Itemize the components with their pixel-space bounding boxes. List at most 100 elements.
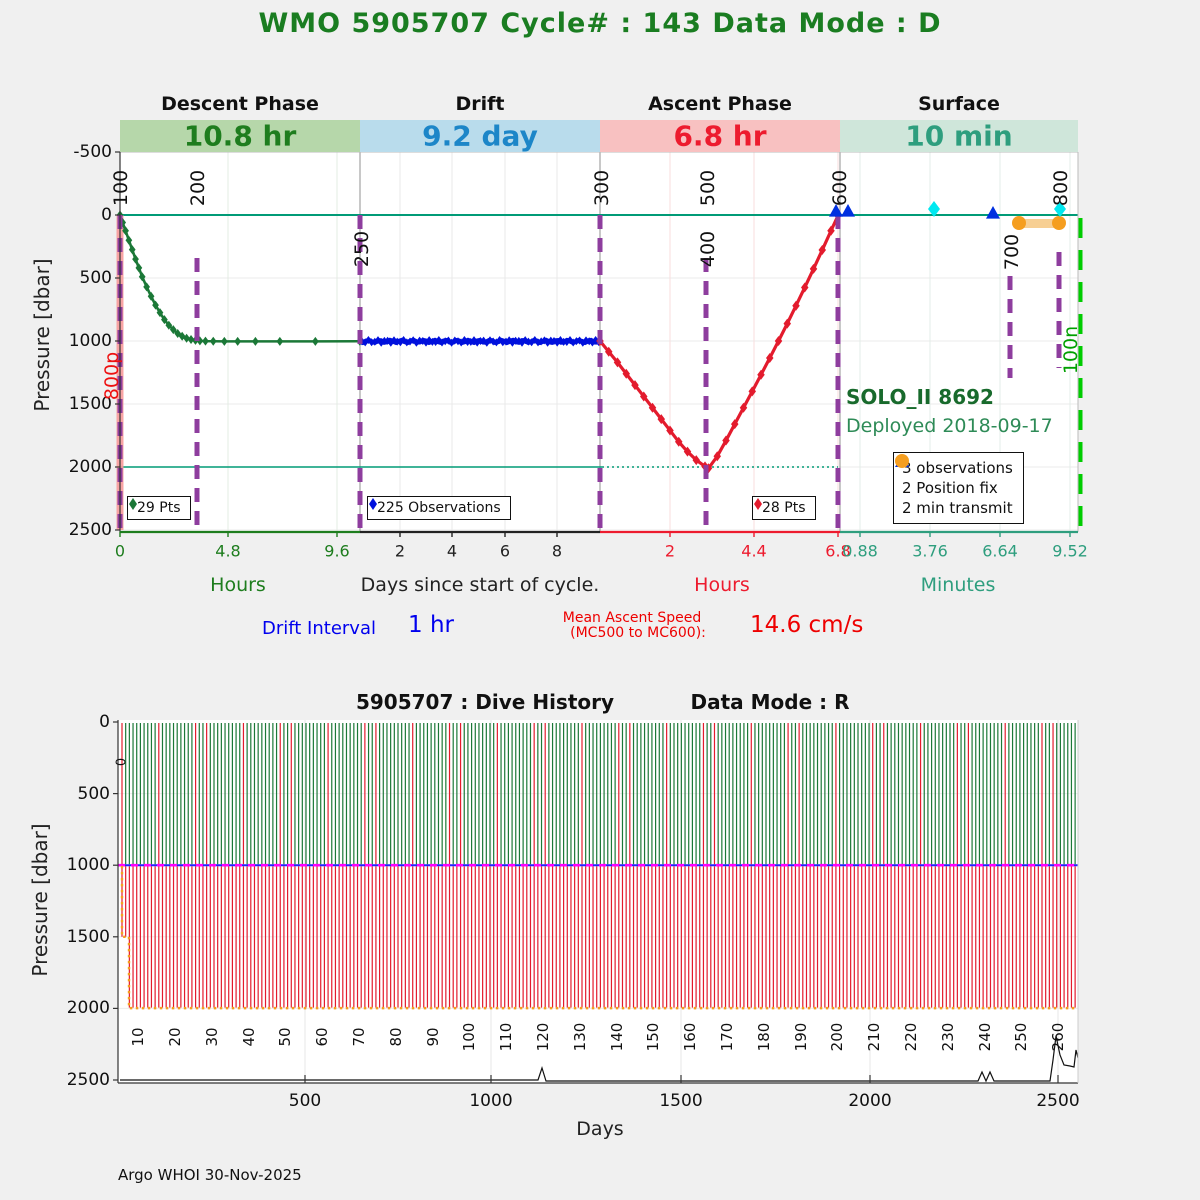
cycle-label-110: 110 <box>497 1022 516 1052</box>
cycle-label-30: 30 <box>202 1027 221 1047</box>
bottom-xtick-2500: 2500 <box>1036 1091 1080 1111</box>
mc-label-800p: 800p <box>101 351 123 401</box>
bottom-ytick-2000: 2000 <box>66 998 110 1019</box>
count-box-3: 28 Pts <box>752 496 816 520</box>
top-ytick-1500: 1500 <box>68 394 112 414</box>
cycle-label-90: 90 <box>423 1027 442 1047</box>
top-xtick-1-2: 4.8 <box>215 541 241 561</box>
cycle-label-130: 130 <box>570 1022 589 1052</box>
top-axis-title-2: Days since start of cycle. <box>360 574 600 596</box>
bottom-ytick-0: 0 <box>99 712 110 732</box>
cycle-label-210: 210 <box>865 1022 884 1052</box>
top-axis-title-3: Hours <box>694 574 750 596</box>
legend-row-3: 2 min transmit <box>895 454 1013 518</box>
top-ytick-2000: 2000 <box>68 457 112 477</box>
legend-row-2: 2 Position fix <box>896 454 1013 498</box>
page-title: WMO 5905707 Cycle# : 143 Data Mode : D <box>258 8 942 39</box>
top-xtick-4-1: 0.88 <box>842 541 878 561</box>
footer-credit: Argo WHOI 30-Nov-2025 <box>118 1166 302 1184</box>
count-label: 28 Pts <box>762 500 806 516</box>
top-xtick-2-3: 6 <box>499 541 511 561</box>
cycle-label-230: 230 <box>938 1022 957 1052</box>
mc-label-700: 700 <box>1001 233 1023 271</box>
top-xtick-3-2: 4.4 <box>741 541 767 561</box>
cycle-label-60: 60 <box>313 1027 332 1047</box>
legend-row-1: 3 observations <box>895 455 1013 478</box>
top-ytick-1000: 1000 <box>68 331 112 351</box>
mc-label-400: 400 <box>697 230 719 268</box>
bottom-ytick-2500: 2500 <box>66 1070 110 1090</box>
top-ytick-0: 0 <box>101 205 112 225</box>
top-xtick-1-3: 9.6 <box>324 541 350 561</box>
phase-duration-1: 10.8 hr <box>183 119 297 153</box>
diamond-icon <box>754 498 762 510</box>
bottom-ytick-1500: 1500 <box>66 926 110 947</box>
phase-duration-4: 10 min <box>905 119 1013 153</box>
cycle-label-190: 190 <box>791 1022 810 1052</box>
cycle-label-10: 10 <box>129 1027 148 1047</box>
bottom-xtick-1500: 1500 <box>659 1091 703 1111</box>
top-ytick--500: -500 <box>73 142 112 162</box>
cycle-label-150: 150 <box>644 1022 663 1052</box>
count-label: 225 Observations <box>377 500 501 516</box>
cycle-label-160: 160 <box>681 1022 700 1052</box>
cycle-label-70: 70 <box>350 1027 368 1047</box>
top-xtick-2-1: 2 <box>394 541 406 561</box>
cycle-label-140: 140 <box>607 1022 626 1052</box>
cycle-label-170: 170 <box>718 1022 736 1052</box>
phase-duration-2: 9.2 day <box>422 119 538 153</box>
phase-band-3 <box>600 120 840 152</box>
bottom-xtick-2000: 2000 <box>848 1091 892 1111</box>
ascent-speed-label-1: Mean Ascent Speed <box>562 610 702 626</box>
dive-history-title: 5905707 : Dive History <box>355 690 615 714</box>
count-label: 29 Pts <box>137 500 181 516</box>
cycle-label-180: 180 <box>754 1022 773 1052</box>
cycle-label-240: 240 <box>975 1022 994 1052</box>
cycle-label-200: 200 <box>828 1022 847 1052</box>
mc-label-100: 100 <box>110 169 132 207</box>
top-xtick-4-4: 9.52 <box>1052 541 1088 561</box>
bottom-xlabel: Days <box>576 1118 624 1140</box>
bottom-ylabel: Pressure [dbar] <box>28 823 52 977</box>
count-box-2: 225 Observations <box>367 496 511 520</box>
top-xtick-4-2: 3.76 <box>912 541 948 561</box>
surface-events-legend: 3 observations 2 Position fix 2 min transm… <box>893 452 1024 524</box>
cycle-label-260: 260 <box>1049 1022 1068 1052</box>
bottom-ytick-1000: 1000 <box>66 855 110 876</box>
cycle-label-120: 120 <box>534 1022 552 1052</box>
top-xtick-4-3: 6.64 <box>982 541 1018 561</box>
cycle-label-0: 0 <box>114 757 130 767</box>
float-name-label: SOLO_II 8692 <box>846 385 994 409</box>
mc-label-600: 600 <box>829 169 851 207</box>
top-ytick-500: 500 <box>79 268 112 288</box>
phase-title-3: Ascent Phase <box>648 93 792 115</box>
cycle-label-20: 20 <box>166 1027 184 1047</box>
mc-label-250: 250 <box>351 230 373 268</box>
deployed-date-label: Deployed 2018-09-17 <box>846 415 1053 437</box>
ascent-speed-value: 14.6 cm/s <box>750 612 864 638</box>
mc-label-500: 500 <box>697 169 719 207</box>
cycle-label-100: 100 <box>460 1022 479 1052</box>
phase-title-4: Surface <box>918 93 1000 115</box>
top-xtick-1-1: 0 <box>114 541 126 561</box>
top-axis-title-4: Minutes <box>920 574 996 596</box>
bottom-xtick-500: 500 <box>288 1091 322 1111</box>
mc-label-800: 800 <box>1050 169 1072 207</box>
drift-interval-value: 1 hr <box>408 612 454 638</box>
bottom-xtick-1000: 1000 <box>469 1091 513 1111</box>
drift-interval-label: Drift Interval <box>262 618 376 639</box>
cycle-label-220: 220 <box>902 1022 920 1052</box>
top-ytick-2500: 2500 <box>68 520 112 540</box>
cycle-label-250: 250 <box>1012 1022 1031 1052</box>
phase-band-1 <box>120 120 360 152</box>
top-xtick-3-3: 6.8 <box>825 541 851 561</box>
cycle-label-40: 40 <box>239 1027 258 1047</box>
cycle-label-80: 80 <box>386 1027 405 1047</box>
legend-label: 2 min transmit <box>902 499 1013 517</box>
diamond-icon <box>129 498 137 510</box>
top-xtick-2-2: 4 <box>446 541 458 561</box>
phase-band-4 <box>840 120 1078 152</box>
phase-title-2: Drift <box>455 93 505 115</box>
